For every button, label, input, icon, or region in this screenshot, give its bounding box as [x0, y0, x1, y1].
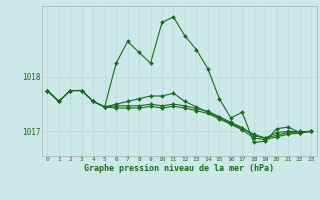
X-axis label: Graphe pression niveau de la mer (hPa): Graphe pression niveau de la mer (hPa) [84, 164, 274, 173]
